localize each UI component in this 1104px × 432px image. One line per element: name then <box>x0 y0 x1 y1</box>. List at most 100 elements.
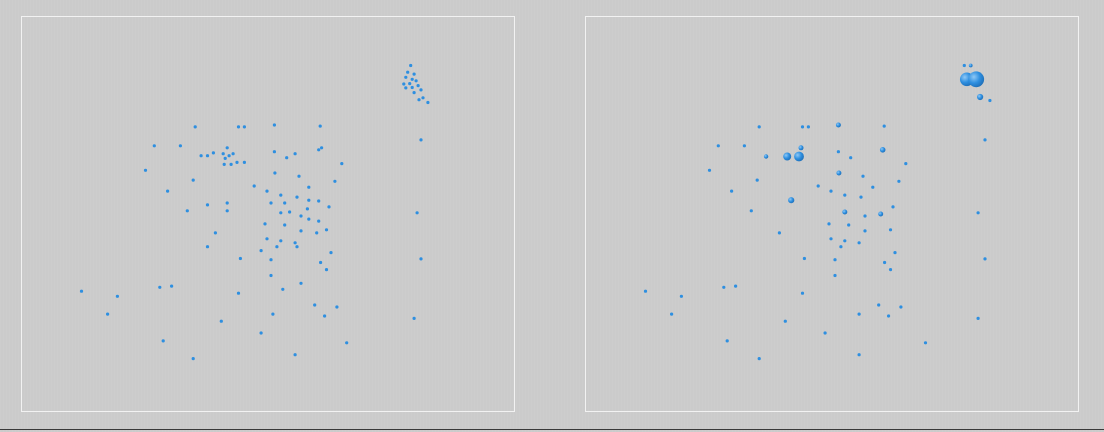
left-scatter-point <box>421 96 425 100</box>
left-scatter-point <box>211 151 215 155</box>
left-scatter-point <box>410 85 414 90</box>
right-scatter-point <box>976 316 980 320</box>
left-scatter-point <box>272 123 276 127</box>
right-scatter-point <box>968 71 985 88</box>
left-scatter-point <box>275 245 279 249</box>
left-scatter-point <box>272 150 276 154</box>
right-scatter-point <box>968 63 973 68</box>
right-scatter-point <box>863 214 867 218</box>
left-scatter-point <box>265 189 269 193</box>
left-scatter-point <box>205 245 210 249</box>
left-scatter-point <box>412 91 416 95</box>
right-scatter-point <box>716 144 720 148</box>
left-scatter-point <box>412 72 416 76</box>
left-scatter-point <box>297 174 301 178</box>
left-scatter-point <box>283 201 287 205</box>
right-scatter-point <box>977 93 984 101</box>
right-scatter-point <box>643 289 648 293</box>
left-scatter-point <box>225 201 229 205</box>
right-scatter-point <box>794 151 804 162</box>
left-scatter-point <box>242 160 246 164</box>
left-scatter-point <box>227 154 231 158</box>
left-scatter-point <box>273 171 277 175</box>
left-scatter-point <box>299 229 303 233</box>
right-scatter-point <box>757 125 761 129</box>
left-scatter-point <box>279 211 283 215</box>
left-scatter-point <box>259 331 263 335</box>
right-scatter-points <box>643 63 992 361</box>
right-scatter-point <box>839 245 843 249</box>
left-scatter-point <box>279 193 283 197</box>
left-scatter-point <box>242 125 246 129</box>
right-scatter-point <box>899 305 903 309</box>
left-scatter-point <box>410 77 414 81</box>
left-scatter-point <box>327 205 331 209</box>
left-scatter-point <box>281 287 285 291</box>
left-scatter-points <box>79 63 430 361</box>
right-scatter-point <box>670 312 674 316</box>
right-scatter-point <box>722 285 726 289</box>
left-scatter-point <box>283 223 287 227</box>
left-scatter-point <box>229 162 233 166</box>
left-scatter-point <box>265 237 269 241</box>
left-scatter-point <box>161 339 165 343</box>
left-scatter-point <box>279 239 283 243</box>
left-scatter-point <box>269 201 273 205</box>
left-scatter-point <box>319 260 323 265</box>
right-scatter-point <box>877 303 881 307</box>
right-scatter-point <box>893 251 897 255</box>
right-scatter-point <box>707 168 712 172</box>
right-scatter-point <box>788 197 795 204</box>
right-scatter-point <box>829 189 833 193</box>
left-scatter-point <box>345 341 349 345</box>
left-scatter-point <box>293 152 297 156</box>
left-scatter-point <box>263 222 267 226</box>
left-scatter-point <box>307 185 311 189</box>
right-scatter-point <box>843 193 847 197</box>
left-scatter-point <box>402 82 406 86</box>
right-scatter-point <box>734 284 738 288</box>
left-scatter-point <box>419 88 423 92</box>
left-scatter-point <box>115 294 119 298</box>
right-scatter-point <box>806 125 811 129</box>
left-scatter-point <box>412 316 416 320</box>
right-scatter-point <box>749 209 753 213</box>
left-scatter-point <box>285 156 289 160</box>
left-scatter-point <box>143 168 148 172</box>
left-scatter-point <box>313 303 317 307</box>
left-scatter-point <box>419 257 423 261</box>
left-scatter-point <box>333 179 337 183</box>
right-scatter-point <box>725 339 729 343</box>
left-scatter-point <box>191 178 195 182</box>
left-scatter-point <box>317 219 321 223</box>
left-scatter-point <box>419 138 423 142</box>
right-scatter-point <box>755 178 759 182</box>
right-scatter-point <box>843 239 847 243</box>
left-scatter-point <box>426 100 430 105</box>
left-scatter-point <box>170 284 174 288</box>
right-scatter-point <box>983 257 987 261</box>
right-scatter-point <box>976 211 980 215</box>
left-scatter-point <box>340 162 344 166</box>
right-scatter-point <box>883 260 887 265</box>
right-scatter-point <box>863 229 867 233</box>
right-scatter-point <box>800 291 805 295</box>
left-scatter-point <box>271 312 275 316</box>
left-scatter-point <box>404 75 408 79</box>
left-plot-frame <box>21 16 515 412</box>
left-scatter-point <box>320 146 324 150</box>
left-scatter-point <box>404 86 408 90</box>
right-scatter-point <box>798 145 804 151</box>
left-scatter-point <box>193 125 197 129</box>
right-scatter-point <box>783 152 792 161</box>
left-scatter-point <box>236 125 241 129</box>
left-scatter-point <box>323 314 327 318</box>
right-scatter-point <box>829 237 833 241</box>
left-scatter-point <box>417 98 421 102</box>
left-scatter-point <box>236 291 241 295</box>
left-scatter-point <box>178 144 182 148</box>
left-scatter-point <box>223 156 227 160</box>
right-scatter-point <box>859 195 863 199</box>
right-scatter-point <box>882 124 886 128</box>
left-scatter-point <box>219 319 223 323</box>
